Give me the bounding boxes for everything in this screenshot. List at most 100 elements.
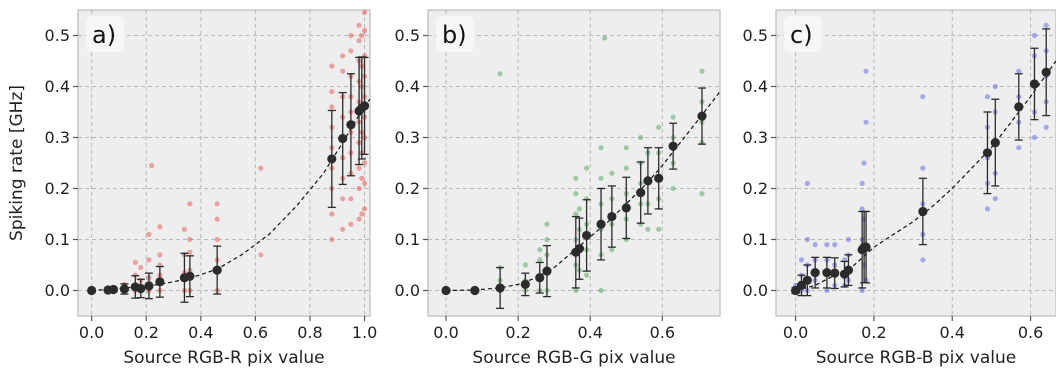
panel-b-scatter-point	[537, 247, 543, 253]
panel-c-ticks: 0.0 0.2 0.4 0.6 0.0 0.1 0.2 0.3 0.4 0.5	[743, 26, 1044, 342]
panel-c-scatter-point	[859, 206, 865, 212]
panel-b-mean-marker	[697, 111, 707, 121]
panel-a-mean-marker	[136, 283, 146, 294]
panel-c-ytick-label: 0.5	[743, 26, 768, 45]
panel-c-xlabel: Source RGB-B pix value	[816, 348, 1016, 368]
panel-b-scatter-point	[573, 191, 579, 197]
panel-b-mean-marker	[520, 279, 530, 289]
panel-a-scatter-point	[146, 231, 152, 237]
panel-b-mean-marker	[542, 266, 552, 276]
panel-b-mean-marker	[470, 285, 480, 296]
panel-a-scatter-point	[329, 63, 335, 69]
panel-c-mean-marker	[802, 275, 812, 285]
panel-a-scatter-point	[348, 196, 354, 202]
panel-a-scatter-point	[361, 160, 368, 166]
panel-b-ytick-label: 0.4	[395, 77, 420, 96]
panel-c-scatter-point	[863, 119, 869, 125]
panel-b-mean-marker	[636, 187, 646, 198]
panel-a-scatter-point	[348, 48, 354, 54]
panel-a-scatter-point	[340, 226, 346, 232]
panel-b-scatter-point	[584, 165, 590, 171]
panel-a-plot-area	[77, 9, 371, 317]
panel-b-xtick-label: 0.0	[433, 323, 458, 342]
panel-c-xtick-label: 0.4	[939, 323, 964, 342]
panel-c-ytick-label: 0.3	[743, 128, 768, 147]
panel-a-scatter-point	[146, 257, 152, 263]
panel-c-mean-marker	[1014, 102, 1024, 112]
panel-b-ytick-label: 0.3	[395, 128, 420, 147]
panel-b-mean-marker	[596, 219, 606, 229]
panel-a-fit-curve	[91, 98, 371, 292]
panel-b-plot-area	[427, 9, 721, 317]
panel-a-scatter-point	[187, 236, 193, 243]
panel-a-scatter-point	[356, 165, 362, 171]
panel-a-xtick-label: 0.0	[79, 323, 104, 342]
panel-a-scatter-point	[138, 264, 144, 271]
panel-b-scatter-point	[544, 221, 550, 227]
panel-c-scatter-point	[920, 165, 926, 171]
panel-a-scatter-point	[149, 162, 155, 169]
panel-c-xtick-label: 0.0	[783, 323, 808, 342]
panel-a-mean-marker	[327, 154, 337, 164]
panel-c-ytick-label: 0.4	[743, 77, 768, 96]
panel-b-scatter-point	[623, 145, 629, 151]
panel-b-ytick-label: 0.0	[395, 281, 420, 300]
panel-c-scatter-point	[824, 242, 830, 248]
panel-c-mean-marker	[861, 242, 871, 252]
panel-b-scatter-point	[598, 145, 604, 151]
panel-a-scatter-point	[329, 89, 335, 95]
panel-b-scatter-point	[584, 272, 590, 278]
panel-a-scatter-point	[187, 249, 193, 255]
panel-c-scatter-point	[859, 180, 865, 186]
panel-a-mean-marker	[338, 133, 348, 144]
panel-c-label: c)	[790, 21, 813, 49]
panel-b-scatter-point	[670, 185, 676, 192]
panel-c-ytick-label: 0.1	[743, 230, 768, 249]
panel-a-ytick-label: 0.3	[45, 128, 70, 147]
panel-b-mean-marker	[535, 273, 545, 283]
panel-c-xtick-label: 0.2	[861, 323, 886, 342]
panel-a-scatter-point	[359, 211, 365, 217]
panel-b-xlabel: Source RGB-G pix value	[472, 348, 675, 368]
panel-a-scatter-point	[340, 68, 346, 74]
panel-a-scatter-point	[132, 259, 138, 266]
panel-c-ytick-label: 0.2	[743, 179, 768, 198]
panel-a-ytick-label: 0.1	[45, 230, 70, 249]
panel-c-scatter-point	[804, 180, 810, 186]
panel-c-mean-marker	[990, 138, 1000, 148]
panel-a-ytick-label: 0.2	[45, 179, 70, 198]
panel-b-scatter-point	[656, 226, 662, 232]
panel-a-ticks: 0.0 0.2 0.4 0.6 0.8 1.0 0.0 0.1 0.2 0.3 0.4 0.5	[45, 26, 378, 342]
panel-a-scatter-point	[181, 226, 188, 232]
panel-a-scatter-point	[329, 211, 335, 217]
panel-b-mean-marker	[574, 244, 585, 254]
panel-a-mean-marker	[155, 277, 165, 287]
panel-a-mean-marker	[144, 281, 154, 291]
panel-b-mean-marker	[643, 176, 653, 186]
panel-c-scatter-point	[1043, 22, 1049, 28]
panel-c-mean-markers	[790, 28, 1051, 297]
panel-b-ytick-label: 0.2	[395, 179, 420, 198]
panel-a-scatter-point	[340, 53, 346, 59]
panel-b-mean-marker	[654, 173, 664, 183]
panel-a-xtick-label: 0.6	[243, 323, 268, 342]
panel-c-mean-marker	[918, 206, 928, 217]
panel-c-mean-marker	[810, 268, 820, 278]
panel-a-scatter-point	[356, 185, 362, 192]
panel-a-mean-marker	[108, 284, 119, 295]
panel-a-mean-marker	[359, 101, 370, 111]
panel-b-label: b)	[442, 21, 467, 49]
panel-b-scatter-point	[522, 262, 528, 268]
panel-a-mean-marker	[212, 265, 222, 275]
panel-b-scatter-point	[497, 71, 503, 77]
panel-c-scatter-point	[824, 287, 830, 294]
panel-a-scatter-point	[348, 221, 354, 227]
panel-c-scatter-point	[1031, 32, 1038, 39]
panel-c-scatter-point	[863, 68, 869, 74]
panel-a-scatter-point	[157, 252, 163, 258]
panel-a-scatter-point	[361, 206, 368, 212]
panel-c-scatter-points	[792, 22, 1049, 294]
panel-c-scatter-point	[992, 196, 998, 202]
panel-b-ticks: 0.0 0.2 0.4 0.6 0.0 0.1 0.2 0.3 0.4 0.5	[395, 26, 676, 342]
panel-b-grid	[428, 10, 720, 316]
